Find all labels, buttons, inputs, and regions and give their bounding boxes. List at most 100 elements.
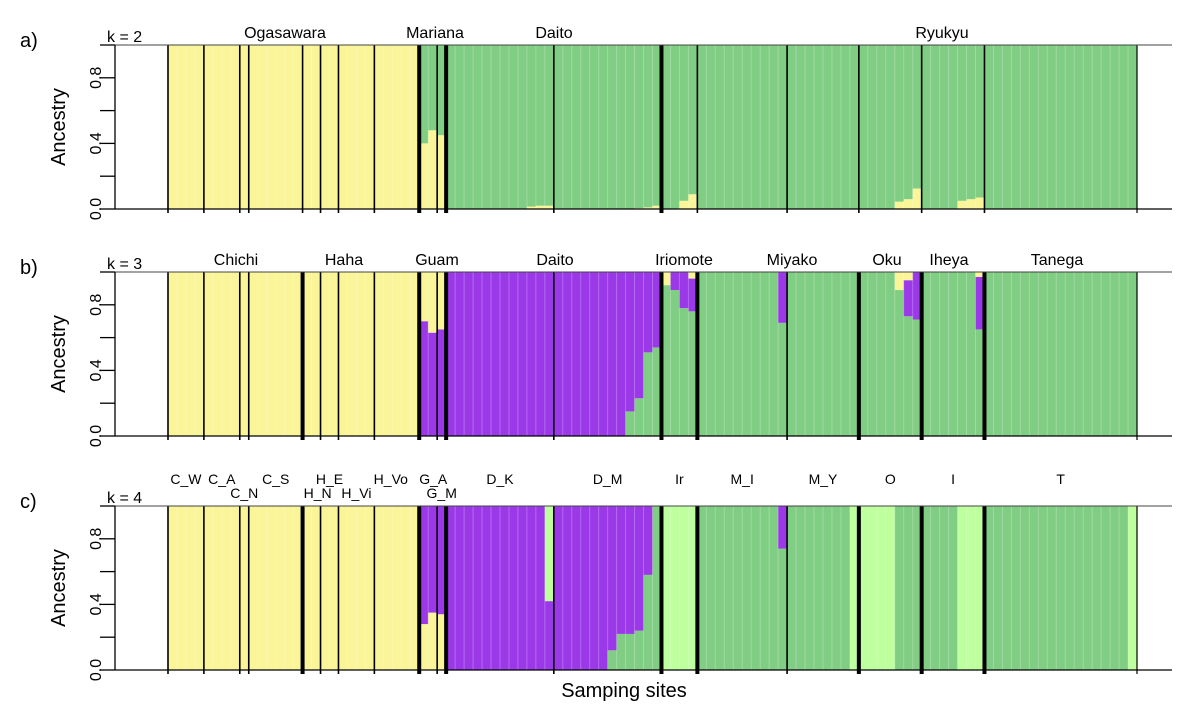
bar-H_Vi-4-yellow — [365, 272, 375, 436]
bar-D_M-10-green — [634, 398, 644, 436]
bar-O-2-green — [867, 272, 878, 436]
bar-M_Y-3-green — [805, 272, 815, 436]
population-label: C_N — [230, 485, 258, 501]
population-label: O — [885, 471, 896, 487]
bar-T-1-green — [984, 272, 994, 436]
bar-D_K-7-green — [499, 45, 510, 209]
group-label: Ryukyu — [915, 25, 968, 42]
bar-H_Vo-1-yellow — [374, 272, 384, 436]
bar-C_S-6-yellow — [293, 272, 303, 436]
bar-M_I-1-green — [697, 45, 707, 209]
population-label: H_Vi — [341, 485, 371, 501]
bar-O-3-lightgreen — [876, 506, 887, 670]
bar-O-6-green — [903, 506, 913, 670]
bar-D_M-3-green — [571, 45, 582, 209]
bar-Ir-3-yellow — [679, 200, 689, 209]
bar-C_W-2-yellow — [176, 272, 187, 436]
bar-D_M-7-purple — [607, 272, 617, 436]
bar-H_E-1-yellow — [320, 506, 330, 670]
bar-D_M-3-purple — [571, 506, 582, 670]
bar-M_Y-8-green — [849, 45, 860, 209]
bar-D_M-2-purple — [562, 272, 573, 436]
bar-I-5-green — [957, 45, 967, 201]
bar-D_K-9-green — [517, 45, 528, 209]
bar-C_A-2-yellow — [212, 506, 223, 670]
bar-H_Vo-1-yellow — [374, 45, 384, 209]
bar-C_W-4-yellow — [194, 506, 205, 670]
bar-T-5-green — [1020, 506, 1030, 670]
bar-T-6-green — [1029, 272, 1039, 436]
bar-T-14-green — [1101, 272, 1111, 436]
bar-T-4-green — [1011, 272, 1021, 436]
bar-D_K-11-purple — [535, 506, 546, 670]
bar-D_K-3-purple — [464, 272, 474, 436]
bar-M_I-7-green — [751, 272, 761, 436]
bar-D_K-10-purple — [526, 272, 537, 436]
bar-C_W-1-yellow — [168, 45, 178, 209]
bar-H_N-2-yellow — [311, 506, 321, 670]
y-tick-label: 0.0 — [88, 659, 105, 681]
bar-H_Vi-1-yellow — [338, 506, 348, 670]
bar-H_Vo-2-yellow — [383, 45, 393, 209]
bar-T-5-green — [1020, 272, 1030, 436]
y-axis-label: Ancestry — [48, 88, 70, 166]
bar-T-5-green — [1020, 45, 1030, 209]
bar-M_Y-7-green — [840, 506, 851, 670]
bar-D_M-12-green — [652, 347, 662, 436]
bar-Ir-2-green — [670, 45, 680, 209]
bar-T-7-green — [1038, 272, 1048, 436]
y-tick-label: 0.8 — [88, 67, 105, 89]
bar-D_M-1-purple — [553, 272, 564, 436]
bar-Ir-2-purple — [670, 272, 680, 291]
bar-M_I-10-green — [778, 548, 788, 670]
y-tick-label: 0.4 — [88, 132, 105, 154]
bar-C_S-4-yellow — [275, 272, 285, 436]
bar-D_M-10-purple — [634, 272, 644, 399]
bar-C_S-2-yellow — [257, 45, 267, 209]
bar-C_S-3-yellow — [266, 272, 276, 436]
bar-G_A-1-purple — [419, 506, 429, 625]
bar-M_I-10-green — [778, 322, 788, 436]
bar-C_A-3-yellow — [221, 272, 232, 436]
bar-D_K-8-green — [508, 45, 519, 209]
bar-D_M-7-green — [607, 650, 617, 670]
bar-C_A-1-yellow — [203, 45, 214, 209]
group-label: Iheya — [929, 252, 968, 269]
bar-D_K-12-yellow — [544, 205, 555, 209]
bar-D_M-10-green — [634, 45, 644, 209]
bar-G_M-1-purple — [437, 329, 447, 436]
bar-I-1-green — [921, 506, 931, 670]
bar-T-13-green — [1092, 45, 1102, 209]
bar-C_S-1-yellow — [248, 45, 259, 209]
bar-D_M-12-yellow — [652, 205, 662, 209]
population-label: C_A — [208, 471, 236, 487]
bar-D_M-5-green — [589, 45, 599, 209]
bar-M_Y-3-green — [805, 506, 815, 670]
bar-C_S-4-yellow — [275, 506, 285, 670]
bar-D_M-9-green — [625, 633, 635, 670]
bar-G_A-2-purple — [428, 332, 438, 436]
bar-T-4-green — [1011, 45, 1021, 209]
bar-D_K-10-green — [526, 45, 537, 207]
bar-C_A-4-yellow — [230, 272, 241, 436]
bar-Ir-1-yellow — [661, 272, 671, 286]
bar-D_M-4-purple — [580, 506, 590, 670]
bar-D_M-7-purple — [607, 506, 617, 651]
bar-M_Y-6-green — [831, 272, 842, 436]
bar-M_Y-6-green — [831, 45, 842, 209]
bar-D_M-8-green — [616, 45, 626, 209]
bar-D_M-11-yellow — [643, 207, 653, 209]
bar-T-16-green — [1119, 45, 1129, 209]
bar-H_N-1-yellow — [302, 45, 312, 209]
bar-O-6-yellow — [903, 199, 913, 209]
bar-H_Vi-2-yellow — [347, 272, 357, 436]
bar-M_I-5-green — [733, 506, 743, 670]
bar-O-1-lightgreen — [858, 506, 869, 670]
bar-D_M-6-green — [598, 45, 608, 209]
bar-D_M-8-purple — [616, 272, 626, 436]
bar-G_A-2-green — [428, 45, 438, 131]
bar-D_M-1-green — [553, 45, 564, 209]
population-label: H_E — [316, 471, 343, 487]
bar-I-7-purple — [975, 276, 985, 330]
